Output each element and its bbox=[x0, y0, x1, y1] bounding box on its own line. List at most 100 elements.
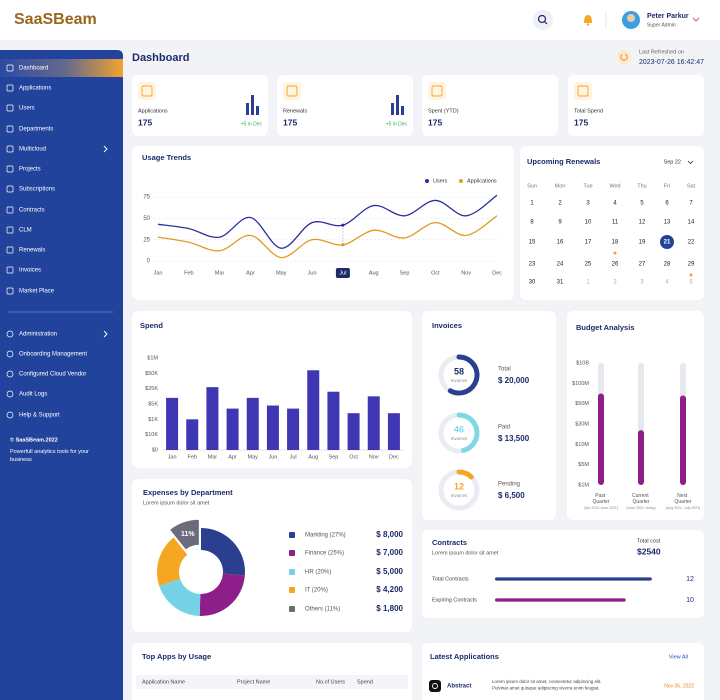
weekday: Mon bbox=[555, 183, 566, 189]
calendar-day[interactable]: 8 bbox=[530, 220, 534, 226]
legend-amount: $ 5,000 bbox=[376, 567, 403, 576]
weekday: Wed bbox=[609, 183, 620, 189]
calendar-day[interactable]: 2 bbox=[558, 201, 562, 207]
stat-value: 175 bbox=[138, 117, 152, 127]
page-title: Dashboard bbox=[132, 52, 189, 64]
calendar-day[interactable]: 9 bbox=[558, 220, 562, 226]
bar bbox=[226, 408, 239, 450]
invoice-label: Pending bbox=[498, 482, 520, 488]
menu-item[interactable]: Audit Logs bbox=[19, 392, 47, 398]
selected-month bbox=[335, 268, 350, 278]
menu-item[interactable]: Onboarding Management bbox=[19, 352, 87, 358]
view-all-link[interactable]: View All bbox=[669, 654, 688, 660]
menu-item[interactable]: Multicloud bbox=[19, 147, 46, 153]
notification-button[interactable] bbox=[584, 15, 592, 23]
notification-dot bbox=[586, 23, 590, 26]
menu-item[interactable]: Renewals bbox=[19, 248, 45, 254]
calendar-day[interactable]: 6 bbox=[665, 201, 669, 207]
menu-item[interactable]: Market Place bbox=[19, 289, 55, 295]
calendar-day[interactable]: 29 bbox=[688, 262, 695, 268]
logo: SaaSBeam bbox=[14, 11, 97, 28]
column-header: Spend bbox=[357, 679, 373, 685]
stat-icon bbox=[574, 82, 592, 100]
calendar-day[interactable]: 11 bbox=[612, 220, 619, 226]
refresh-button[interactable] bbox=[617, 50, 631, 64]
calendar-day[interactable]: 31 bbox=[557, 280, 564, 286]
calendar-day[interactable]: 4 bbox=[665, 280, 669, 286]
search-button[interactable] bbox=[533, 10, 553, 30]
x-tick-label: Oct bbox=[349, 454, 358, 460]
y-tick-label: $30M bbox=[575, 421, 589, 427]
menu-item[interactable]: CLM bbox=[19, 228, 32, 234]
stat-icon-glyph bbox=[577, 85, 589, 97]
calendar-day[interactable]: 19 bbox=[639, 240, 646, 246]
calendar-day[interactable]: 16 bbox=[557, 240, 564, 246]
menu-item[interactable]: Administration bbox=[19, 332, 57, 338]
expenses-card bbox=[132, 479, 412, 632]
stat-sparkbar bbox=[246, 103, 249, 115]
menu-item[interactable]: Contracts bbox=[19, 208, 45, 214]
search-icon-handle bbox=[544, 21, 548, 25]
stat-sparkbar bbox=[396, 95, 399, 115]
menu-item[interactable]: Applications bbox=[19, 86, 51, 92]
x-tick-label: Jun bbox=[308, 270, 317, 276]
hover-point bbox=[341, 243, 345, 247]
y-tick-label: $25K bbox=[145, 386, 158, 392]
menu-item[interactable]: Configured Cloud Vendor bbox=[19, 372, 86, 378]
calendar-day[interactable]: 2 bbox=[613, 280, 617, 286]
calendar-day[interactable]: 1 bbox=[530, 201, 534, 207]
calendar-day[interactable]: 5 bbox=[689, 280, 693, 286]
menu-item[interactable]: Projects bbox=[19, 167, 41, 173]
calendar-day[interactable]: 15 bbox=[529, 240, 536, 246]
month-picker[interactable]: Sep 22 bbox=[664, 159, 681, 165]
calendar-day[interactable]: 18 bbox=[612, 240, 619, 246]
spend-card bbox=[132, 311, 412, 468]
calendar-day[interactable]: 12 bbox=[639, 220, 646, 226]
calendar-day[interactable]: 7 bbox=[689, 201, 693, 207]
menu-item[interactable]: Departments bbox=[19, 127, 53, 133]
calendar-day[interactable]: 3 bbox=[586, 201, 590, 207]
x-tick-label: Jul bbox=[290, 454, 297, 460]
calendar-day[interactable]: 22 bbox=[688, 240, 695, 246]
profile-chevron[interactable] bbox=[692, 17, 700, 22]
menu-item[interactable]: Dashboard bbox=[19, 66, 48, 72]
renewal-dot bbox=[689, 273, 693, 277]
calendar-day[interactable]: 1 bbox=[586, 280, 590, 286]
invoice-label: Paid bbox=[498, 425, 510, 431]
legend-label: HR (20%) bbox=[305, 570, 331, 576]
calendar-day[interactable]: 27 bbox=[639, 262, 646, 268]
bar bbox=[387, 413, 400, 450]
sidebar bbox=[0, 50, 123, 700]
menu-icon bbox=[6, 185, 14, 193]
calendar-day[interactable]: 14 bbox=[688, 220, 695, 226]
calendar-day[interactable]: 5 bbox=[640, 201, 644, 207]
x-tick-label: Nov bbox=[369, 454, 379, 460]
x-tick-label: Current Quarter bbox=[632, 493, 650, 505]
total-cost-label: Total cost bbox=[637, 538, 661, 544]
menu-item[interactable]: Invoices bbox=[19, 268, 41, 274]
calendar-day[interactable]: 28 bbox=[664, 262, 671, 268]
calendar-day[interactable]: 26 bbox=[612, 262, 619, 268]
calendar-day[interactable]: 17 bbox=[585, 240, 592, 246]
x-tick-label: Aug bbox=[369, 270, 379, 276]
menu-item[interactable]: Users bbox=[19, 106, 35, 112]
x-tick-label: Sep bbox=[400, 270, 410, 276]
calendar-day[interactable]: 30 bbox=[529, 280, 536, 286]
stat-sparkbar bbox=[256, 106, 259, 115]
bar bbox=[495, 577, 652, 581]
calendar-day[interactable]: 24 bbox=[557, 262, 564, 268]
calendar-day[interactable]: 25 bbox=[585, 262, 592, 268]
calendar-day[interactable]: 3 bbox=[640, 280, 644, 286]
calendar-day[interactable]: 23 bbox=[529, 262, 536, 268]
stat-label: Spent (YTD) bbox=[428, 108, 459, 114]
invoice-count-label: Invoices bbox=[451, 378, 468, 383]
stat-sparkbar bbox=[391, 103, 394, 115]
bar bbox=[598, 393, 604, 485]
menu-item[interactable]: Subscriptions bbox=[19, 187, 55, 193]
bar bbox=[367, 396, 380, 450]
calendar-day[interactable]: 21 bbox=[664, 240, 671, 246]
calendar-day[interactable]: 10 bbox=[585, 220, 592, 226]
calendar-day[interactable]: 4 bbox=[613, 201, 617, 207]
calendar-day[interactable]: 13 bbox=[664, 220, 671, 226]
menu-item[interactable]: Help & Support bbox=[19, 413, 60, 419]
